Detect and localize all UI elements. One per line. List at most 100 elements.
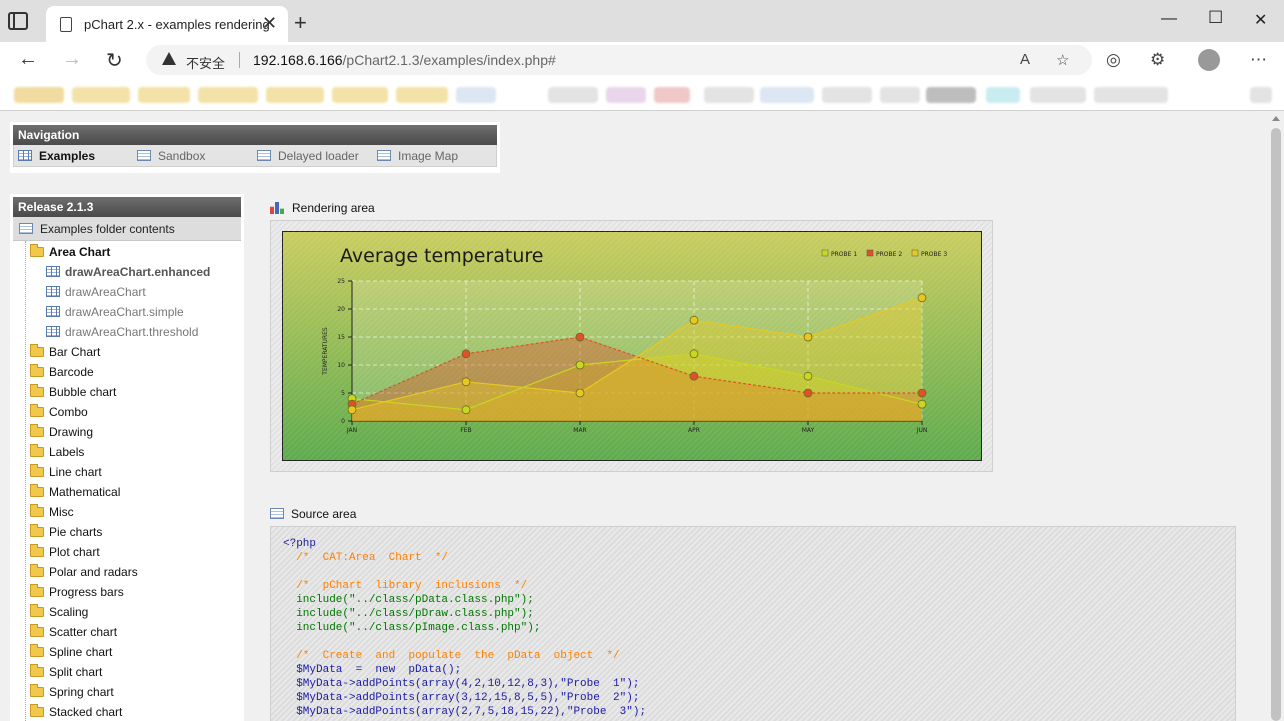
bookmark-item[interactable] xyxy=(332,87,388,103)
tree-file[interactable]: drawAreaChart.enhanced xyxy=(46,265,210,279)
tree-folder[interactable]: Split chart xyxy=(30,664,102,679)
security-label[interactable]: 不安全 xyxy=(186,56,226,71)
new-tab-icon[interactable]: + xyxy=(294,10,307,35)
y-tick-label: 20 xyxy=(337,306,345,313)
tree-folder[interactable]: Labels xyxy=(30,444,85,459)
tree-folder[interactable]: Drawing xyxy=(30,424,93,439)
legend-swatch xyxy=(866,249,874,257)
nav-item-examples[interactable]: Examples xyxy=(18,149,95,163)
rendering-area-header: Rendering area xyxy=(270,201,375,215)
bookmark-item[interactable] xyxy=(266,87,324,103)
x-tick-label: FEB xyxy=(460,427,471,434)
refresh-icon[interactable]: ↻ xyxy=(106,50,123,72)
avatar[interactable] xyxy=(1198,49,1220,71)
forward-icon[interactable]: → xyxy=(62,48,82,70)
maximize-icon[interactable]: ☐ xyxy=(1208,8,1224,27)
bookmark-item[interactable] xyxy=(606,87,646,103)
bookmark-item[interactable] xyxy=(72,87,130,103)
tree-folder[interactable]: Mathematical xyxy=(30,484,120,499)
tree-folder[interactable]: Plot chart xyxy=(30,544,100,559)
scroll-thumb[interactable] xyxy=(1271,128,1281,721)
tree-folder[interactable]: Combo xyxy=(30,404,88,419)
tree-folder[interactable]: Progress bars xyxy=(30,584,124,599)
extensions-icon[interactable]: ⚙ xyxy=(1150,50,1166,69)
more-icon[interactable]: ⋯ xyxy=(1250,50,1267,69)
bookmarks-bar xyxy=(0,78,1284,111)
tree-folder[interactable]: Scatter chart xyxy=(30,624,117,639)
tab-active[interactable]: pChart 2.x - examples rendering ✕ xyxy=(46,6,288,42)
scrollbar[interactable] xyxy=(1268,112,1284,721)
tree-folder[interactable]: Pie charts xyxy=(30,524,102,539)
read-aloud-icon[interactable]: A xyxy=(1020,51,1031,68)
tree-folder[interactable]: Bubble chart xyxy=(30,384,116,399)
address-bar[interactable]: 不安全 192.168.6.166/pChart2.1.3/examples/i… xyxy=(146,45,1092,75)
bookmark-item[interactable] xyxy=(704,87,754,103)
code-line: <?php xyxy=(283,538,317,550)
area-1 xyxy=(352,353,922,421)
folder-icon xyxy=(30,564,44,577)
folder-label: Scaling xyxy=(49,605,89,619)
bookmark-item[interactable] xyxy=(822,87,872,103)
folder-icon xyxy=(30,424,44,437)
tree-folder[interactable]: Spring chart xyxy=(30,684,114,699)
bookmark-item[interactable] xyxy=(880,87,920,103)
data-point xyxy=(347,405,357,415)
bookmark-item[interactable] xyxy=(1250,87,1272,103)
nav-item-sandbox[interactable]: Sandbox xyxy=(137,149,205,163)
bookmark-item[interactable] xyxy=(396,87,448,103)
bookmark-item[interactable] xyxy=(654,87,690,103)
tab-actions-icon[interactable] xyxy=(8,12,28,30)
tree-folder[interactable]: Spline chart xyxy=(30,644,112,659)
bookmark-item[interactable] xyxy=(1030,87,1086,103)
url-text[interactable]: 192.168.6.166/pChart2.1.3/examples/index… xyxy=(253,52,556,68)
bookmark-item[interactable] xyxy=(926,87,976,103)
bookmark-item[interactable] xyxy=(548,87,598,103)
close-icon[interactable]: ✕ xyxy=(262,13,278,33)
tree-file[interactable]: drawAreaChart.simple xyxy=(46,305,184,319)
tree-folder[interactable]: Stacked chart xyxy=(30,704,122,719)
data-point xyxy=(803,371,813,381)
data-point xyxy=(689,315,699,325)
folder-icon xyxy=(30,464,44,477)
nav-item-image-map[interactable]: Image Map xyxy=(377,149,458,163)
back-icon[interactable]: ← xyxy=(18,48,38,70)
bookmark-item[interactable] xyxy=(456,87,496,103)
bookmark-item[interactable] xyxy=(198,87,258,103)
tree-folder[interactable]: Misc xyxy=(30,504,74,519)
tab-strip: pChart 2.x - examples rendering ✕ + — ☐ … xyxy=(0,0,1284,42)
nav-item-delayed-loader[interactable]: Delayed loader xyxy=(257,149,359,163)
tree-folder[interactable]: Barcode xyxy=(30,364,94,379)
bookmark-item[interactable] xyxy=(14,87,64,103)
navigation-row: Examples Sandbox Delayed loader Image Ma… xyxy=(13,145,497,167)
code-line: $MyData->addPoints(array(3,12,15,8,5,5),… xyxy=(283,692,640,704)
series-line-1 xyxy=(351,353,923,411)
bookmark-item[interactable] xyxy=(760,87,814,103)
window-close-icon[interactable]: ✕ xyxy=(1254,12,1268,29)
data-point xyxy=(803,332,813,342)
minimize-icon[interactable]: — xyxy=(1161,10,1177,27)
bookmark-item[interactable] xyxy=(138,87,190,103)
favorite-add-icon[interactable]: ☆ xyxy=(1056,52,1070,69)
folder-icon xyxy=(30,704,44,717)
folder-icon xyxy=(30,664,44,677)
bookmark-item[interactable] xyxy=(986,87,1020,103)
code-line: include("../class/pDraw.class.php"); xyxy=(283,608,534,620)
tree-folder[interactable]: Bar Chart xyxy=(30,344,100,359)
navigation-box: Navigation Examples Sandbox Delayed load… xyxy=(10,122,500,173)
extension-circle-icon[interactable]: ◎ xyxy=(1106,50,1121,69)
data-point xyxy=(689,349,699,359)
release-box: Release 2.1.3 Examples folder contents A… xyxy=(10,194,244,721)
tree-file[interactable]: drawAreaChart.threshold xyxy=(46,325,198,339)
bookmark-item[interactable] xyxy=(1094,87,1168,103)
legend-label: PROBE 1 xyxy=(831,251,857,258)
scroll-up-arrow[interactable] xyxy=(1272,116,1280,121)
tree-folder-open[interactable]: Area Chart xyxy=(30,244,110,259)
tree-folder[interactable]: Line chart xyxy=(30,464,102,479)
tree-file[interactable]: drawAreaChart xyxy=(46,285,146,299)
folder-icon xyxy=(30,364,44,377)
folder-label: Labels xyxy=(49,445,85,459)
tree-folder[interactable]: Scaling xyxy=(30,604,89,619)
series-line-3 xyxy=(351,297,923,411)
doc-icon xyxy=(270,508,284,519)
tree-folder[interactable]: Polar and radars xyxy=(30,564,138,579)
